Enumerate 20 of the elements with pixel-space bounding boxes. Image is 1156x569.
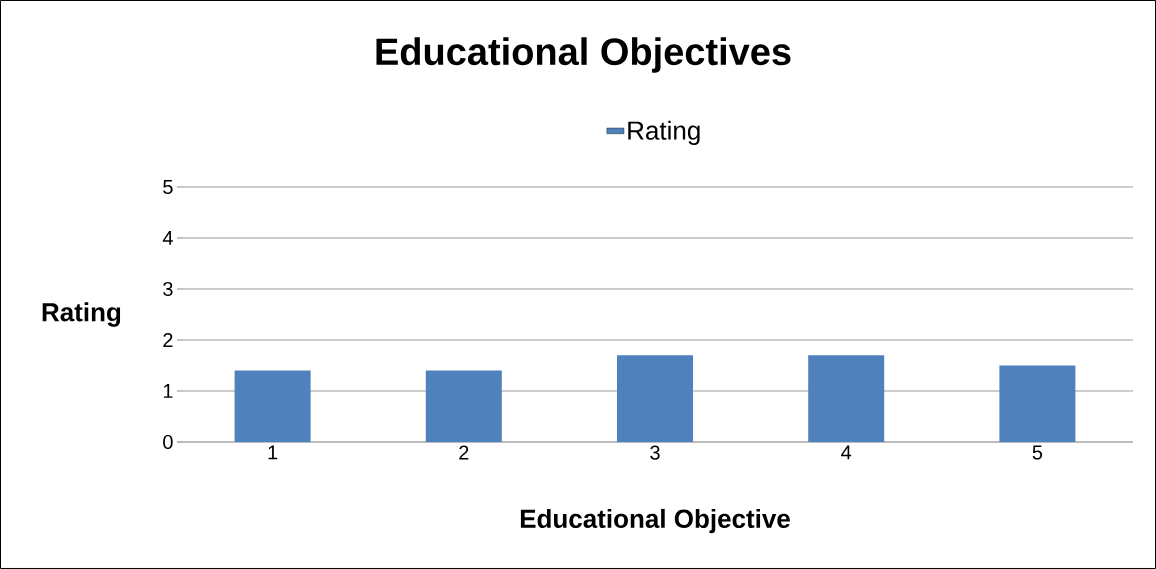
y-tick-label: 1: [163, 384, 173, 398]
legend-label: Rating: [628, 120, 700, 145]
y-tick-label: 4: [162, 231, 173, 245]
bar: [234, 370, 311, 442]
y-tick-label: 0: [163, 434, 173, 450]
x-tick-label: 1: [268, 445, 278, 460]
y-tick-label: 5: [163, 180, 173, 194]
bar: [617, 355, 693, 442]
bar: [999, 365, 1076, 442]
x-tick-label: 3: [650, 445, 660, 460]
bar: [425, 370, 502, 442]
x-axis-title: Educational Objective: [520, 508, 790, 534]
bar: [808, 355, 885, 442]
chart-title: Educational Objectives: [376, 37, 791, 73]
y-axis-title: Rating: [42, 302, 121, 327]
x-tick-label: 5: [1032, 445, 1043, 460]
x-tick-label: 2: [459, 445, 469, 460]
y-tick-label: 2: [163, 333, 173, 347]
x-tick-label: 4: [841, 445, 852, 460]
y-tick-label: 3: [163, 281, 173, 297]
